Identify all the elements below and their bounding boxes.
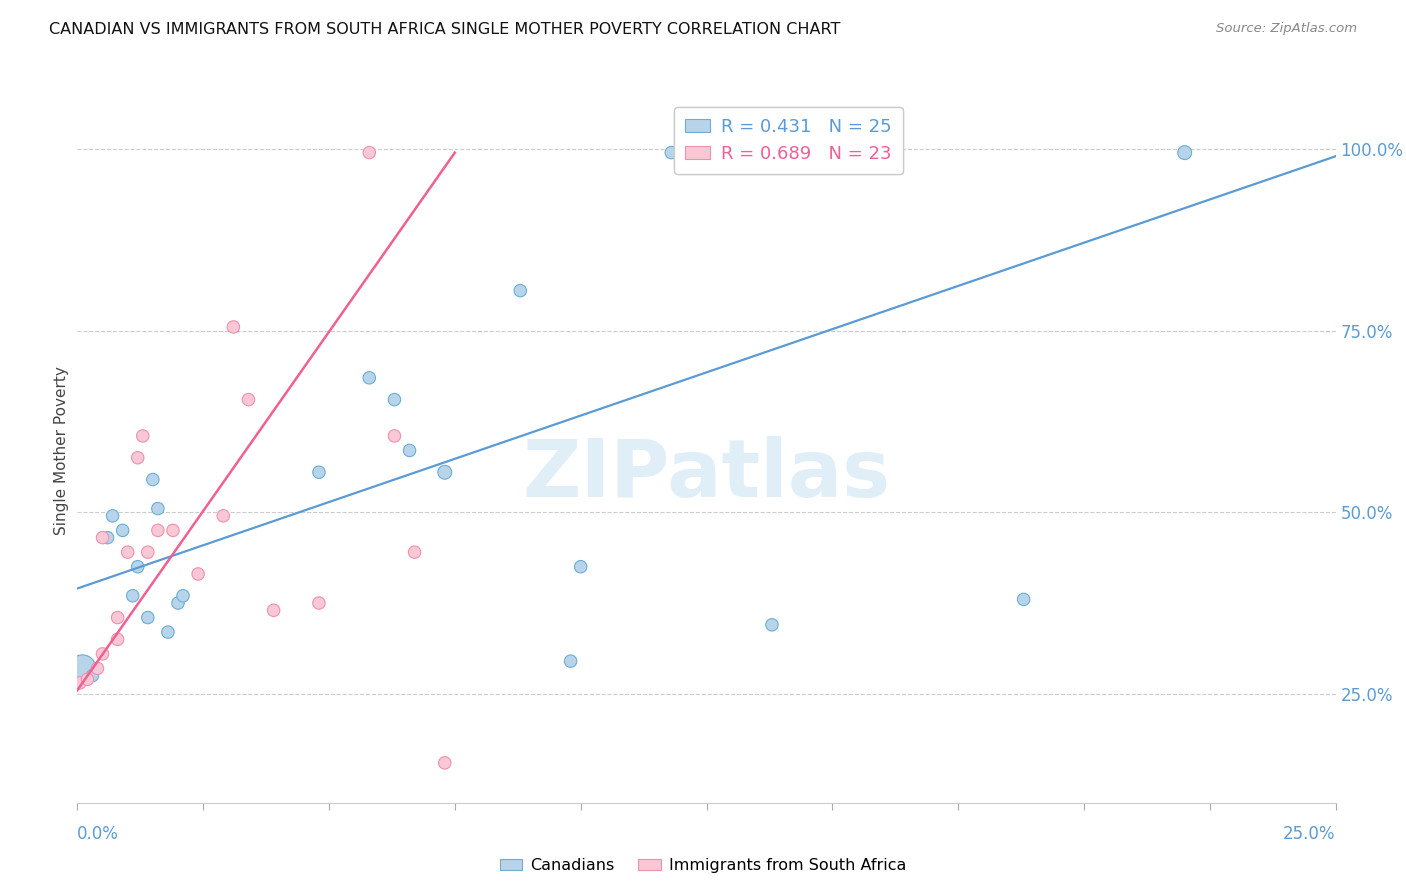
Point (384, 429, 406, 443)
Point (308, 465, 330, 479)
Text: 0.0%: 0.0% (77, 825, 120, 843)
Text: 25.0%: 25.0% (1284, 825, 1336, 843)
Point (136, 610, 159, 624)
Legend: Canadians, Immigrants from South Africa: Canadians, Immigrants from South Africa (494, 852, 912, 880)
Point (162, 524, 184, 538)
Text: ZIPatlas: ZIPatlas (523, 436, 890, 514)
Point (172, 589, 194, 603)
Point (82, 668, 104, 682)
Point (359, 145, 381, 160)
Point (761, 617, 783, 632)
Point (127, 450, 149, 465)
Point (111, 524, 134, 538)
Point (86, 661, 108, 675)
Legend: R = 0.431   N = 25, R = 0.689   N = 23: R = 0.431 N = 25, R = 0.689 N = 23 (673, 107, 903, 174)
Point (359, 371, 381, 385)
Point (107, 632, 129, 647)
Point (136, 545, 159, 559)
Point (167, 596, 190, 610)
Point (384, 392, 406, 407)
Point (142, 473, 165, 487)
Point (1012, 592, 1035, 607)
Point (96, 531, 118, 545)
Point (212, 508, 235, 523)
Point (76, 673, 98, 687)
Point (560, 654, 582, 668)
Point (1174, 145, 1197, 160)
Text: CANADIAN VS IMMIGRANTS FROM SOUTH AFRICA SINGLE MOTHER POVERTY CORRELATION CHART: CANADIAN VS IMMIGRANTS FROM SOUTH AFRICA… (49, 22, 841, 37)
Point (107, 610, 129, 624)
Point (569, 559, 592, 574)
Point (146, 524, 169, 538)
Point (433, 756, 456, 770)
Point (659, 145, 682, 160)
Point (222, 320, 245, 334)
Point (398, 443, 420, 458)
Point (263, 603, 285, 617)
Point (433, 465, 456, 479)
Point (121, 589, 143, 603)
Point (91, 531, 114, 545)
Point (72, 661, 94, 675)
Point (187, 566, 209, 581)
Point (509, 284, 531, 298)
Point (117, 545, 139, 559)
Point (127, 559, 149, 574)
Point (69, 676, 91, 690)
Point (156, 625, 179, 640)
Point (308, 596, 330, 610)
Point (132, 429, 155, 443)
Point (91, 647, 114, 661)
Point (238, 392, 260, 407)
Text: Source: ZipAtlas.com: Source: ZipAtlas.com (1216, 22, 1357, 36)
Y-axis label: Single Mother Poverty: Single Mother Poverty (53, 366, 69, 535)
Point (146, 501, 169, 516)
Point (101, 508, 124, 523)
Point (404, 545, 426, 559)
